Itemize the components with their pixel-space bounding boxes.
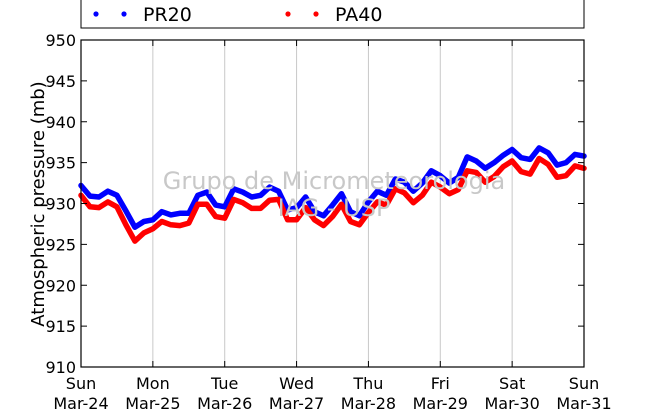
series-line-pr20 (78, 145, 587, 230)
legend: PR20 PA40 (80, 0, 585, 29)
x-tick-label-day: Wed (279, 374, 314, 393)
x-tick-labels: SunMar-24MonMar-25TueMar-26WedMar-27ThuM… (53, 374, 611, 409)
y-tick-label: 930 (45, 195, 76, 214)
y-tick-label: 925 (45, 235, 76, 254)
legend-marker-pa40 (285, 11, 291, 17)
x-tick-label-day: Mon (136, 374, 170, 393)
legend-entry-pr20: PR20 (93, 4, 192, 26)
x-tick-label-date: Mar-26 (197, 394, 252, 409)
x-tick-label-day: Sun (66, 374, 96, 393)
y-tick-label: 940 (45, 113, 76, 132)
x-tick-label-date: Mar-24 (53, 394, 108, 409)
x-tick-label-date: Mar-30 (484, 394, 539, 409)
x-tick-label-date: Mar-31 (556, 394, 611, 409)
legend-marker-pr20 (121, 11, 127, 17)
y-tick-label: 915 (45, 317, 76, 336)
x-tick-label-date: Mar-29 (413, 394, 468, 409)
axis-ticks (80, 39, 585, 368)
legend-marker-pr20 (93, 11, 99, 17)
watermark-line-1: Grupo de Micrometeorologia (163, 167, 505, 195)
legend-entry-pa40: PA40 (285, 4, 382, 26)
y-tick-labels: 910 915 920 925 930 935 940 945 950 (45, 31, 76, 377)
series-line-pa40 (78, 155, 587, 244)
y-axis-title: Atmospheric pressure (mb) (28, 81, 49, 326)
y-tick-label: 920 (45, 276, 76, 295)
x-tick-label-date: Mar-27 (269, 394, 324, 409)
legend-frame (80, 0, 585, 29)
y-tick-label: 950 (45, 31, 76, 50)
series-layer (78, 145, 587, 244)
legend-label-pr20: PR20 (143, 4, 192, 26)
x-tick-label-date: Mar-28 (341, 394, 396, 409)
y-tick-label: 945 (45, 72, 76, 91)
x-tick-label-day: Sun (569, 374, 599, 393)
legend-label-pa40: PA40 (335, 4, 382, 26)
x-tick-label-day: Sat (499, 374, 525, 393)
legend-marker-pa40 (313, 11, 319, 17)
x-tick-label-day: Thu (352, 374, 383, 393)
y-tick-label: 910 (45, 358, 76, 377)
x-tick-label-date: Mar-25 (125, 394, 180, 409)
y-tick-label: 935 (45, 154, 76, 173)
x-tick-label-day: Tue (210, 374, 238, 393)
x-tick-label-day: Fri (431, 374, 450, 393)
watermark-line-2: IAG - USP (278, 194, 391, 222)
watermark: Grupo de Micrometeorologia IAG - USP (163, 167, 505, 222)
